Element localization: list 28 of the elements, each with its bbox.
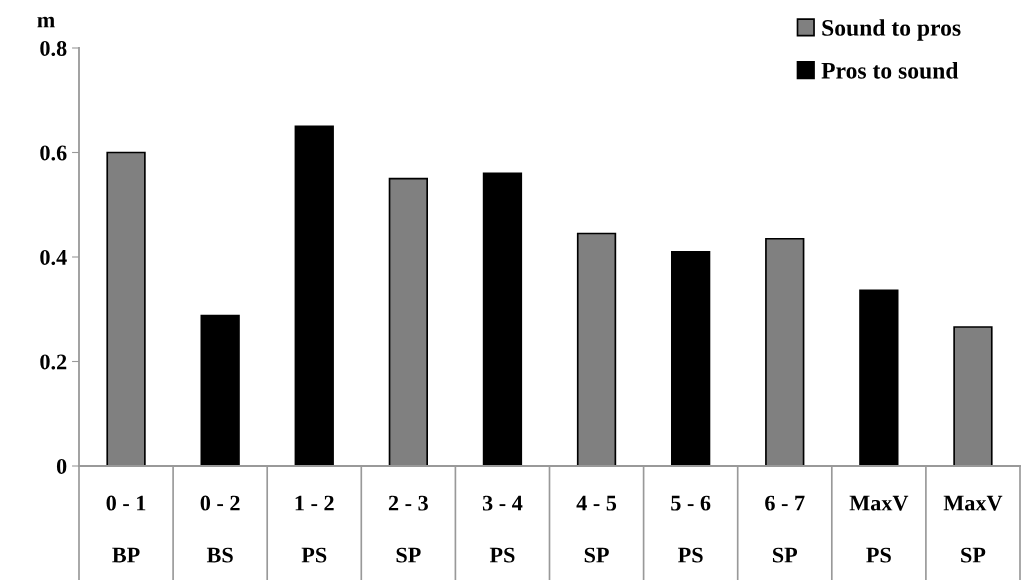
legend-label: Sound to pros: [822, 19, 961, 41]
y-tick-label: 0.4: [40, 249, 67, 266]
y-tick-label: 0.8: [40, 40, 67, 57]
category-label: 1 - 2 PS: [295, 495, 334, 563]
bar: [670, 250, 711, 466]
bar: [106, 151, 146, 466]
bar: [953, 326, 993, 466]
category-label: 0 - 1 BP: [106, 495, 146, 563]
bar: [294, 125, 334, 466]
category-label: 3 - 4 PS: [482, 495, 523, 563]
category-label: 5 - 6 PS: [671, 495, 711, 563]
category-label: 0 - 2 BS: [200, 495, 240, 563]
category-label: MaxV SP: [943, 495, 1003, 563]
bar: [765, 237, 805, 466]
legend-label: Pros to sound: [821, 62, 959, 79]
bar: [388, 177, 429, 466]
category-label: 2 - 3 SP: [388, 495, 428, 563]
category-label: MaxV PS: [849, 495, 909, 563]
bar: [859, 289, 899, 466]
y-tick-label: 0: [56, 458, 67, 474]
y-tick-label: 0.6: [40, 145, 67, 161]
bar: [576, 232, 617, 466]
category-label: 6 - 7 SP: [765, 495, 805, 563]
bar: [482, 172, 523, 466]
bar: [200, 314, 240, 466]
category-label: 4 - 5 SP: [576, 495, 617, 563]
y-axis-title: m: [37, 16, 55, 28]
y-tick-label: 0.2: [40, 354, 67, 370]
